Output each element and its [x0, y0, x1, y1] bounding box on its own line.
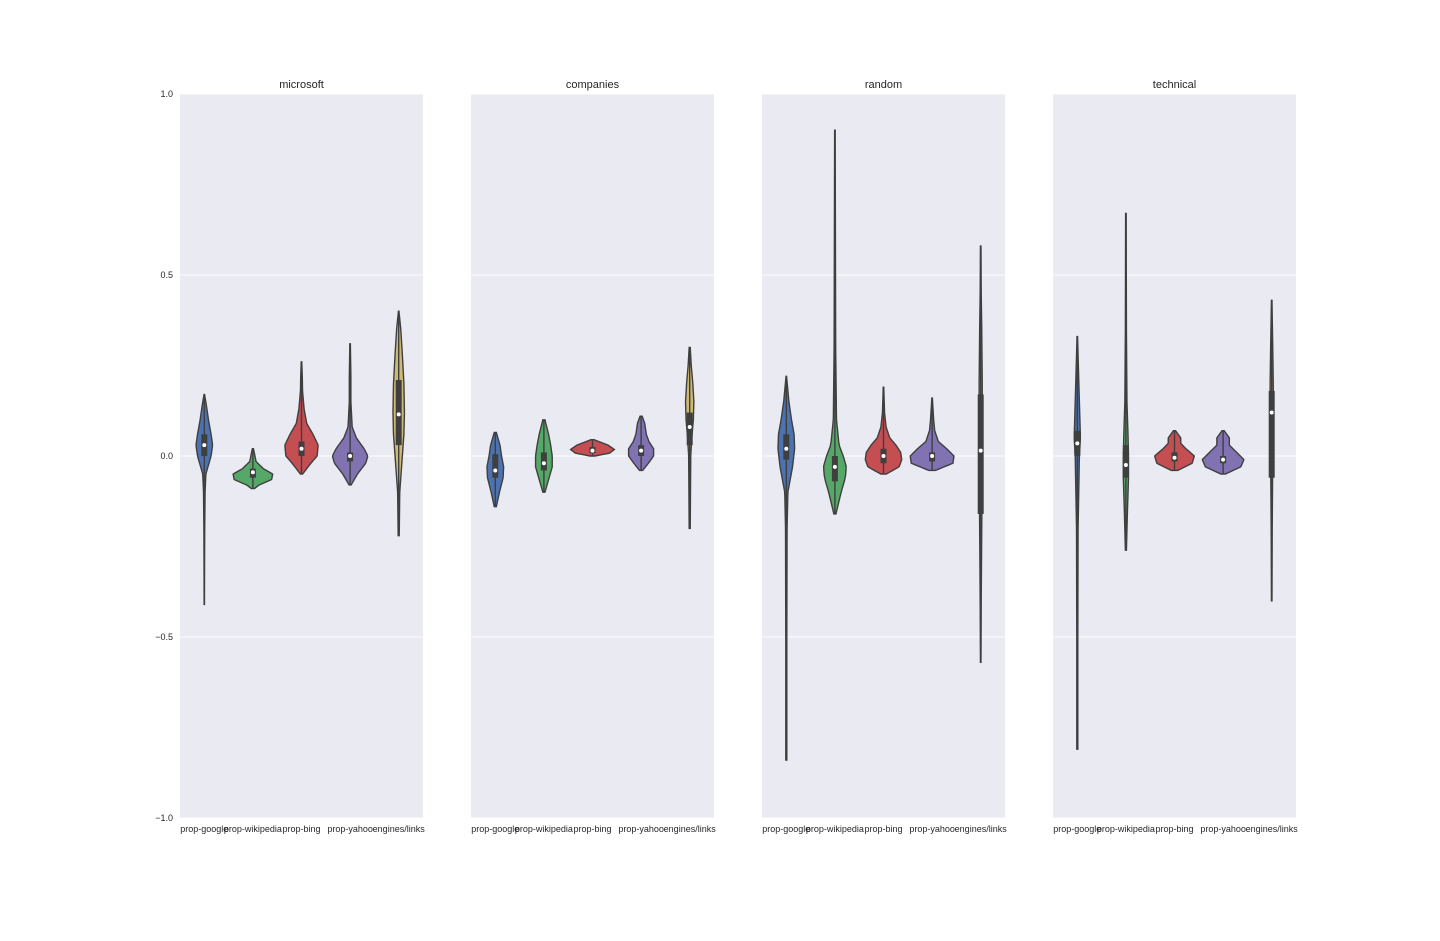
x-tick-label: prop-bing — [282, 824, 320, 834]
x-tick-label: engines/links — [664, 824, 717, 834]
violin-iqr-box — [1122, 445, 1129, 478]
y-tick-label: 0.5 — [160, 270, 173, 280]
violin-iqr-box — [1268, 390, 1275, 478]
x-tick-label: prop-yahoo — [909, 824, 955, 834]
x-tick-label: prop-yahoo — [327, 824, 373, 834]
y-tick-label: −1.0 — [155, 813, 173, 823]
x-tick-label: prop-yahoo — [1200, 824, 1246, 834]
violin-median-point — [832, 464, 837, 469]
x-tick-label: prop-wikipedia — [806, 824, 864, 834]
y-tick-label: 1.0 — [160, 89, 173, 99]
y-tick-label: −0.5 — [155, 632, 173, 642]
violin-median-point — [1172, 455, 1177, 460]
violin-median-point — [978, 448, 983, 453]
violin-median-point — [1075, 441, 1080, 446]
x-tick-label: engines/links — [955, 824, 1008, 834]
violin-median-point — [639, 448, 644, 453]
x-tick-label: prop-bing — [864, 824, 902, 834]
panel-title: technical — [1153, 79, 1196, 91]
violin-median-point — [590, 448, 595, 453]
x-tick-label: prop-google — [180, 824, 228, 834]
violin-median-point — [881, 454, 886, 458]
violin-median-point — [396, 412, 401, 417]
violin-iqr-box — [977, 394, 984, 514]
violin-median-point — [784, 446, 789, 451]
violin-median-point — [202, 443, 207, 448]
x-tick-label: engines/links — [373, 824, 426, 834]
violin-median-point — [348, 454, 353, 458]
y-tick-label: 0.0 — [160, 451, 173, 461]
violin-median-point — [541, 461, 546, 466]
violin-median-point — [687, 425, 692, 430]
x-tick-label: prop-bing — [573, 824, 611, 834]
x-tick-label: prop-wikipedia — [515, 824, 573, 834]
violin-median-point — [1123, 463, 1128, 468]
panel-title: companies — [566, 79, 620, 91]
x-tick-label: prop-wikipedia — [1097, 824, 1155, 834]
x-tick-label: prop-yahoo — [618, 824, 664, 834]
x-tick-label: prop-google — [1053, 824, 1101, 834]
x-tick-label: prop-google — [471, 824, 519, 834]
violin-median-point — [493, 468, 498, 473]
x-tick-label: engines/links — [1246, 824, 1299, 834]
violin-median-point — [299, 446, 304, 451]
violin-median-point — [1221, 457, 1226, 462]
violin-median-point — [930, 454, 935, 458]
panel-title: random — [865, 79, 902, 91]
violin-median-point — [1269, 410, 1274, 415]
x-tick-label: prop-google — [762, 824, 810, 834]
x-tick-label: prop-wikipedia — [224, 824, 282, 834]
violin-median-point — [250, 470, 255, 475]
x-tick-label: prop-bing — [1155, 824, 1193, 834]
violin-iqr-box — [492, 454, 499, 478]
panel-title: microsoft — [279, 79, 324, 91]
